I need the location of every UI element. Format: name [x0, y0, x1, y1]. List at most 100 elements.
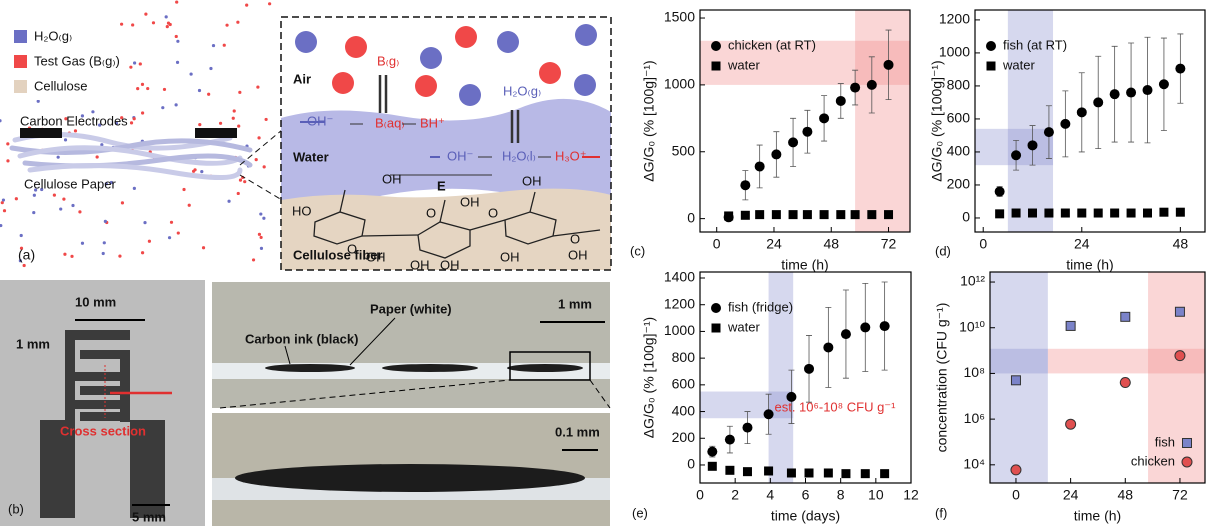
gas-dot	[239, 178, 242, 181]
gas-dot	[236, 21, 239, 24]
marker	[708, 462, 717, 471]
marker	[841, 329, 851, 339]
gas-dot	[143, 221, 146, 224]
label: Paper (white)	[370, 301, 452, 316]
y-tick-label: 0	[687, 456, 695, 472]
marker	[1159, 208, 1168, 217]
scale-label: 0.1 mm	[555, 424, 600, 439]
marker	[804, 364, 814, 374]
panel-letter: (d)	[935, 243, 951, 258]
paper-fibers	[12, 134, 250, 177]
marker	[740, 180, 750, 190]
gas-dot	[237, 125, 240, 128]
gas-dot	[243, 180, 246, 183]
y-axis-label: ΔG/G₀ (% [100g]⁻¹)	[929, 60, 945, 181]
legend-marker	[1182, 457, 1192, 467]
y-tick-label: 1000	[939, 44, 970, 60]
marker	[850, 83, 860, 93]
y-tick-label: 10⁴	[963, 456, 985, 472]
y-tick-label: 400	[947, 143, 971, 159]
legend-swatch	[14, 80, 27, 93]
marker	[1044, 127, 1054, 137]
gas-dot	[175, 35, 178, 38]
gas-dot	[64, 138, 67, 141]
marker	[741, 211, 750, 220]
marker	[841, 469, 850, 478]
gas-dot	[0, 224, 2, 227]
gas-dot	[193, 168, 196, 171]
marker	[1159, 79, 1169, 89]
chart: 02004006008001000120002448time (h)ΔG/G₀ …	[929, 10, 1205, 273]
gas-dot	[200, 170, 203, 173]
legend-label: fish (at RT)	[1003, 37, 1067, 52]
marker	[742, 423, 752, 433]
y-axis-label: concentration (CFU g⁻¹)	[934, 303, 950, 453]
marker	[1028, 140, 1038, 150]
marker	[1127, 209, 1136, 218]
panel-letter: (a)	[18, 247, 35, 263]
gas-dot	[258, 233, 261, 236]
marker	[787, 468, 796, 477]
x-tick-label: 48	[823, 236, 839, 252]
marker	[1176, 208, 1185, 217]
gas-dot	[212, 44, 215, 47]
y-axis-label: ΔG/G₀ (% [100g]⁻¹)	[641, 60, 657, 181]
marker	[1028, 209, 1037, 218]
annotation: est. 10⁶-10⁸ CFU g⁻¹	[774, 399, 896, 414]
gas-dot	[161, 106, 164, 109]
marker	[836, 210, 845, 219]
label: Cellulose Paper	[24, 176, 116, 191]
gas-dot	[136, 87, 139, 90]
marker	[1121, 312, 1130, 321]
legend-label: chicken	[1131, 453, 1175, 468]
structure-label: O	[347, 241, 357, 256]
gas-dot	[177, 231, 180, 234]
legend-marker	[712, 62, 721, 71]
gas-dot	[260, 236, 263, 239]
gas-dot	[225, 24, 228, 27]
marker	[819, 113, 829, 123]
marker	[851, 210, 860, 219]
marker	[771, 149, 781, 159]
x-axis-label: time (h)	[781, 257, 828, 273]
legend-label: H₂O₍g₎	[34, 28, 72, 43]
gas-dot	[245, 4, 248, 7]
gas-dot	[175, 0, 178, 3]
legend-marker	[987, 62, 996, 71]
gas-dot	[176, 40, 179, 43]
marker	[803, 210, 812, 219]
gas-dot	[144, 12, 147, 15]
gas-dot	[63, 253, 66, 256]
y-tick-label: 0	[962, 209, 970, 225]
gas-dot	[169, 23, 172, 26]
x-tick-label: 24	[1063, 487, 1079, 503]
panel-b: 10 mm 1 mm Cross section 5 mm (b) Carbon…	[0, 280, 610, 526]
gas-dot	[32, 211, 35, 214]
label: Water	[293, 149, 329, 164]
marker	[1175, 64, 1185, 74]
shaded-region	[855, 10, 910, 232]
gas-dot	[152, 21, 155, 24]
gas-dot	[256, 85, 259, 88]
marker	[1126, 88, 1136, 98]
marker	[789, 210, 798, 219]
marker	[860, 322, 870, 332]
structure-label: OH	[500, 249, 520, 264]
x-tick-label: 8	[837, 487, 845, 503]
y-tick-label: 200	[947, 176, 971, 192]
marker	[1120, 378, 1130, 388]
gas-dot	[219, 122, 222, 125]
y-tick-label: 1000	[664, 322, 695, 338]
x-tick-label: 48	[1117, 487, 1133, 503]
scale-label: 1 mm	[16, 336, 50, 351]
gas-dot	[232, 117, 235, 120]
gas-dot	[198, 123, 201, 126]
structure-label: OH	[366, 249, 386, 264]
label: Air	[293, 71, 311, 86]
y-tick-label: 10¹²	[960, 273, 985, 289]
panel-letter: (b)	[8, 501, 24, 516]
gas-dot	[6, 159, 9, 162]
gas-dot	[182, 188, 185, 191]
structure-label: HO	[292, 203, 312, 218]
gas-dot	[103, 241, 106, 244]
